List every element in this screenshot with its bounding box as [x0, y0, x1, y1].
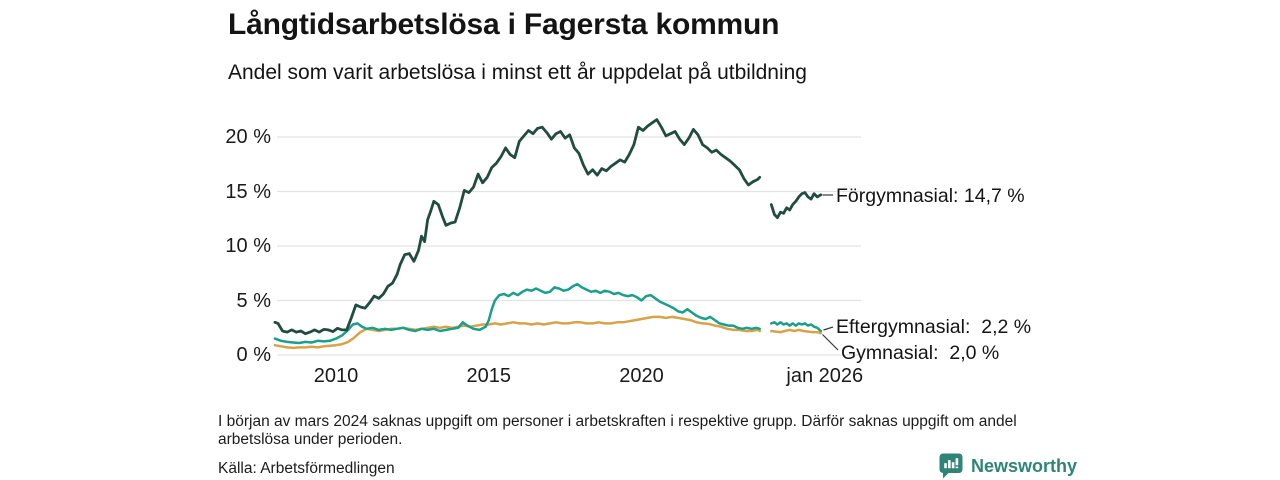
- source-caption: Källa: Arbetsförmedlingen: [218, 460, 395, 477]
- newsworthy-logo: Newsworthy: [939, 453, 1077, 479]
- y-axis-tick-label: 20 %: [225, 126, 271, 148]
- x-axis-tick-label: 2010: [313, 365, 359, 387]
- y-axis-tick-label: 15 %: [225, 180, 271, 203]
- label-connector: [823, 326, 834, 331]
- series-end-label-gymnasial: Gymnasial: 2,0 %: [841, 342, 1000, 364]
- chart-title: Långtidsarbetslösa i Fagersta kommun: [228, 8, 780, 41]
- series-end-label-eftergymnasial: Eftergymnasial: 2,2 %: [836, 316, 1032, 338]
- newsworthy-icon: [939, 453, 963, 479]
- x-axis-tick-label: 2015: [466, 365, 512, 387]
- footnote: I början av mars 2024 saknas uppgift om …: [218, 413, 1017, 448]
- y-axis-tick-label: 0 %: [236, 344, 271, 366]
- x-axis-tick-label: jan 2026: [786, 365, 864, 387]
- series-line-eftergymnasial: [770, 321, 823, 333]
- series-line-eftergymnasial: [273, 282, 761, 345]
- series-line-gymnasial: [273, 315, 761, 350]
- series-line-gymnasial: [770, 328, 823, 335]
- series-line-frgymnasial: [769, 191, 823, 220]
- series-end-label-frgymnasial: Förgymnasial: 14,7 %: [836, 185, 1025, 207]
- x-axis-tick-label: 2020: [619, 365, 664, 387]
- chart-subtitle: Andel som varit arbetslösa i minst ett å…: [228, 61, 807, 84]
- series-line-frgymnasial: [273, 118, 762, 336]
- newsworthy-wordmark: Newsworthy: [971, 455, 1078, 476]
- y-axis-tick-label: 5 %: [236, 289, 271, 312]
- y-axis-tick-label: 10 %: [225, 235, 271, 257]
